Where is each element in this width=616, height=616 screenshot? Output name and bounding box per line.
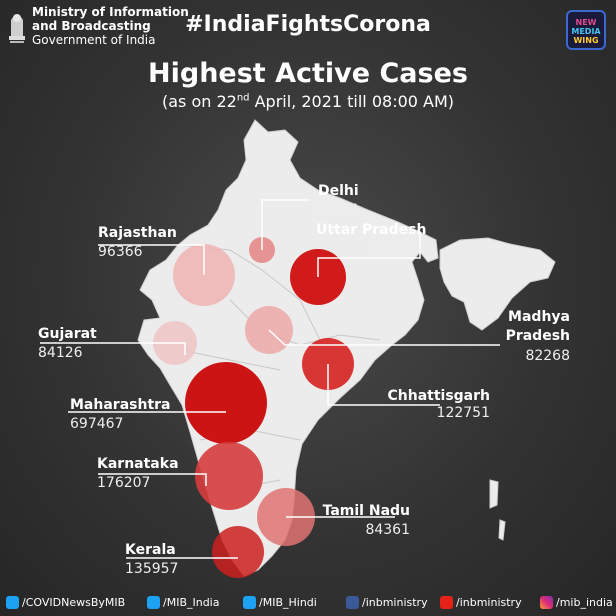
footer-item[interactable]: /MIB_Hindi bbox=[243, 596, 317, 609]
footer-handle: /MIB_India bbox=[163, 596, 220, 609]
label-kerala: Kerala bbox=[125, 542, 176, 558]
hashtag: #IndiaFightsCorona bbox=[185, 12, 431, 37]
ministry-line-1: Ministry of Information bbox=[32, 5, 189, 19]
footer-item[interactable]: /MIB_India bbox=[147, 596, 219, 609]
footer-item[interactable]: /mib_india bbox=[540, 596, 613, 609]
label-tamil-nadu: Tamil Nadu bbox=[322, 503, 410, 519]
youtube-icon bbox=[440, 596, 453, 609]
national-emblem-icon bbox=[9, 14, 25, 43]
leader-lines bbox=[40, 199, 500, 559]
label-madhya-pradesh-line2: Pradesh bbox=[505, 328, 570, 344]
badge-line-3: WING bbox=[573, 36, 599, 45]
footer-handle: /COVIDNewsByMIB bbox=[22, 596, 126, 609]
twitter-icon bbox=[6, 596, 19, 609]
value-delhi: 85364 bbox=[314, 202, 359, 218]
bubble-maharashtra bbox=[185, 362, 267, 444]
subtitle-suffix: April, 2021 till 08:00 AM) bbox=[249, 92, 455, 111]
footer-item[interactable]: /inbministry bbox=[346, 596, 428, 609]
value-uttar-pradesh: 242265 bbox=[368, 241, 422, 257]
label-uttar-pradesh: Uttar Pradesh bbox=[316, 222, 427, 238]
twitter-icon bbox=[147, 596, 160, 609]
value-maharashtra: 697467 bbox=[70, 416, 124, 432]
value-rajasthan: 96366 bbox=[98, 244, 143, 260]
footer-handle: /inbministry bbox=[456, 596, 522, 609]
label-gujarat: Gujarat bbox=[38, 326, 97, 342]
value-gujarat: 84126 bbox=[38, 345, 83, 361]
footer-handle: /inbministry bbox=[362, 596, 428, 609]
ministry-line-2: and Broadcasting bbox=[32, 19, 151, 33]
badge-line-1: NEW bbox=[575, 18, 597, 27]
value-chhattisgarh: 122751 bbox=[436, 405, 490, 421]
value-tamil-nadu: 84361 bbox=[365, 522, 410, 538]
ministry-name: Ministry of Information and Broadcasting… bbox=[32, 5, 189, 47]
subtitle-prefix: (as on 22 bbox=[161, 92, 237, 111]
value-madhya-pradesh: 82268 bbox=[525, 348, 570, 364]
bubble-karnataka bbox=[195, 442, 263, 510]
twitter-icon bbox=[243, 596, 256, 609]
page-subtitle: (as on 22nd April, 2021 till 08:00 AM) bbox=[0, 92, 616, 111]
government-label: Government of India bbox=[32, 33, 156, 47]
value-karnataka: 176207 bbox=[97, 475, 151, 491]
label-madhya-pradesh-line1: Madhya bbox=[508, 309, 570, 325]
facebook-icon bbox=[346, 596, 359, 609]
badge-line-2: MEDIA bbox=[571, 27, 601, 36]
label-delhi: Delhi bbox=[318, 183, 359, 199]
instagram-icon bbox=[540, 596, 553, 609]
label-rajasthan: Rajasthan bbox=[98, 225, 177, 241]
page-title: Highest Active Cases bbox=[148, 58, 468, 89]
footer-item[interactable]: /COVIDNewsByMIB bbox=[6, 596, 125, 609]
label-maharashtra: Maharashtra bbox=[70, 397, 171, 413]
value-kerala: 135957 bbox=[125, 561, 179, 577]
new-media-wing-logo: NEW MEDIA WING bbox=[566, 10, 606, 50]
label-chhattisgarh: Chhattisgarh bbox=[387, 388, 490, 404]
subtitle-superscript: nd bbox=[236, 92, 250, 104]
footer-item[interactable]: /inbministry bbox=[440, 596, 522, 609]
footer-handle: /MIB_Hindi bbox=[259, 596, 317, 609]
footer-handle: /mib_india bbox=[556, 596, 613, 609]
social-footer: /COVIDNewsByMIB /MIB_India /MIB_Hindi /i… bbox=[0, 594, 616, 616]
bubble-kerala bbox=[212, 526, 264, 578]
label-karnataka: Karnataka bbox=[97, 456, 179, 472]
